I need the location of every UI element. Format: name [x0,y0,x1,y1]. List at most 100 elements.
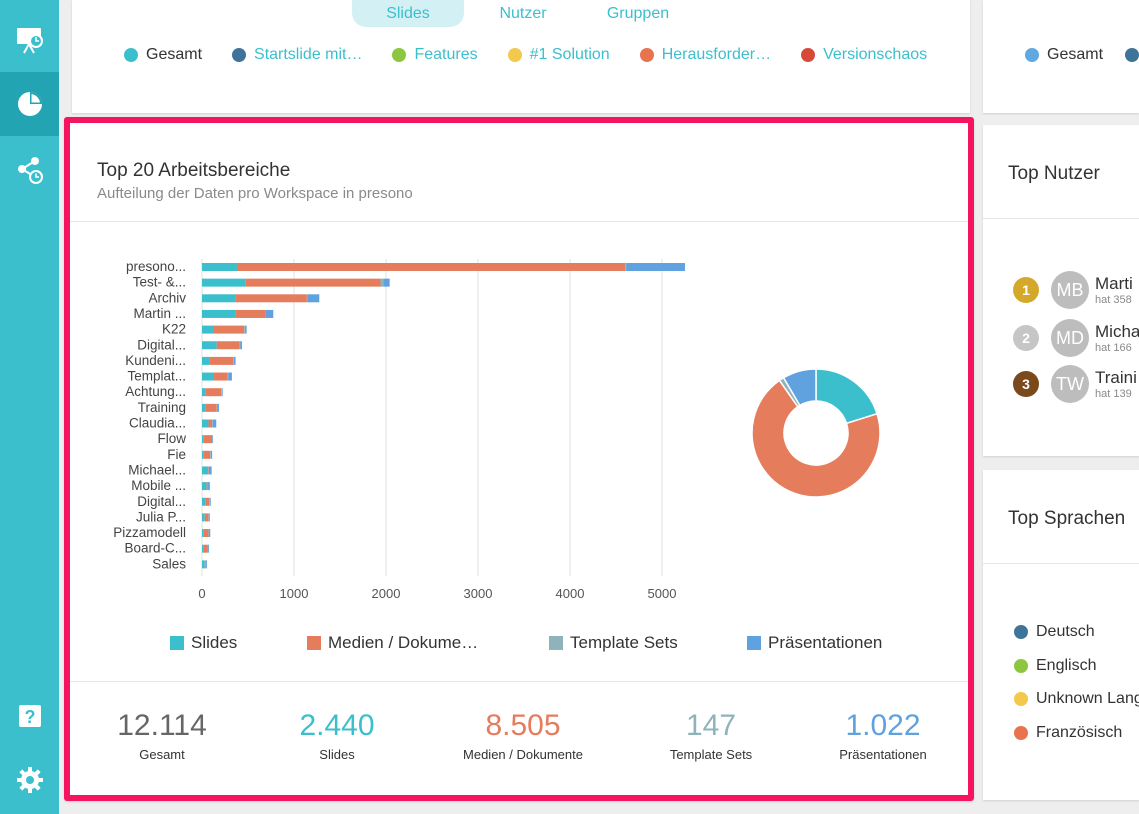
y-category-label: Claudia... [129,416,186,431]
bar-segment [205,388,222,397]
legend-item-template-sets[interactable]: Template Sets [549,633,747,653]
bar-segment [202,294,236,303]
y-category-label: Mobile ... [131,478,186,493]
bar-segment [206,482,208,491]
bar-segment [204,513,209,522]
legend-item-features[interactable]: Features [392,46,478,64]
bar-segment [210,450,211,459]
legend-label: Französisch [1036,724,1123,741]
rank-badge: 3 [1013,371,1039,397]
card-title: Top Nutzer [1008,163,1100,184]
sidebar-item-analytics[interactable] [0,72,59,136]
bar-segment [202,372,214,381]
stat-label: Template Sets [669,747,753,762]
y-category-label: Flow [157,431,186,446]
bar-segment [208,466,209,475]
stat-medien: 8.505 Medien / Dokumente [433,709,613,762]
bar-segment [202,450,204,459]
legend-item-franzoesisch[interactable]: Französisch [1014,724,1122,742]
bar-segment [265,309,266,318]
avatar: TW [1051,365,1089,403]
card-title: Top Sprachen [1008,508,1126,529]
y-category-label: Training [138,400,186,415]
stat-gesamt: 12.114 Gesamt [72,709,252,762]
legend-dot [507,48,522,62]
legend-item-medien[interactable]: Medien / Dokume… [307,633,549,653]
legend-item-versionschaos[interactable]: Versionschaos [801,46,927,64]
bar-segment [233,356,234,365]
rank-badge: 2 [1013,325,1039,351]
user-row[interactable]: 3 TW Traini hat 139 [1013,365,1139,403]
tab-nutzer[interactable]: Nutzer [499,4,547,22]
x-tick-label: 4000 [556,586,585,601]
legend-label: Template Sets [570,633,678,652]
stat-label: Slides [319,747,355,762]
legend-dot [392,48,407,62]
donut-slice [751,379,881,498]
bar-segment [204,560,206,569]
bar-segment [202,278,246,287]
bar-segment [383,278,390,287]
bar-segment [202,544,204,553]
donut-slice [782,368,817,407]
svg-text:?: ? [24,707,35,727]
legend-dot [639,48,654,62]
donut-slice [815,368,878,425]
bar-segment [202,529,204,538]
stat-value: 8.505 [485,709,561,742]
user-row[interactable]: 2 MD Micha hat 166 [1013,319,1139,357]
user-name: Marti [1095,274,1133,293]
top-workspaces-card: Top 20 Arbeitsbereiche Aufteilung der Da… [64,117,974,801]
sidebar-item-settings[interactable] [0,748,59,812]
stat-value: 1.022 [845,709,921,742]
bar-segment [216,403,218,412]
bar-segment [239,341,241,350]
y-category-label: Test- &... [133,275,186,290]
stat-label: Medien / Dokumente [463,747,583,762]
sidebar-item-help[interactable]: ? [0,684,59,748]
workspace-donut-chart [751,368,881,498]
legend-dot [1014,659,1028,673]
user-row[interactable]: 1 MB Marti hat 358 [1013,271,1139,309]
user-info: Traini hat 139 [1095,368,1139,400]
bar-segment [212,435,213,444]
bar-segment [202,513,205,522]
bar-segment [209,356,234,365]
legend-item-englisch[interactable]: Englisch [1014,657,1096,675]
sidebar-item-presentations[interactable] [0,8,59,72]
legend-item-unknown[interactable]: Unknown Lang [1014,690,1139,708]
legend-item-slides[interactable]: Slides [170,633,307,653]
bar-segment [207,482,210,491]
legend-dot [232,48,247,62]
legend-label: Features [414,46,478,63]
bar-segment [202,482,207,491]
tab-slides[interactable]: Slides [352,0,464,27]
pie-chart-icon [17,92,42,116]
legend-item-praesentationen[interactable]: Präsentationen [747,633,882,653]
legend-item-solution[interactable]: #1 Solution [507,46,610,64]
legend-label: Herausforder… [661,46,772,63]
divider [70,221,968,222]
bar-segment [209,497,210,506]
legend-label: Gesamt [146,46,203,63]
slides-legend: Gesamt Startslide mit… Features #1 Solut… [124,46,957,64]
legend-item-deutsch[interactable]: Deutsch [1014,623,1095,641]
tab-gruppen[interactable]: Gruppen [606,4,670,22]
user-info: Micha hat 166 [1095,322,1139,354]
legend-item-startslide[interactable]: Startslide mit… [232,46,362,64]
rank-badge: 1 [1013,277,1039,303]
x-tick-label: 3000 [464,586,493,601]
bar-segment [202,403,206,412]
bar-segment [207,466,209,475]
sidebar-item-share[interactable] [0,138,59,202]
bar-segment [208,419,213,428]
bar-segment [202,497,206,506]
divider [70,681,968,682]
legend-item-herausforderungen[interactable]: Herausforder… [639,46,772,64]
bar-segment [228,372,232,381]
bar-segment [306,294,308,303]
bar-segment [213,325,245,334]
legend-item-gesamt[interactable]: Gesamt [124,46,202,64]
bar-segment [208,466,212,475]
gear-icon [16,767,43,793]
